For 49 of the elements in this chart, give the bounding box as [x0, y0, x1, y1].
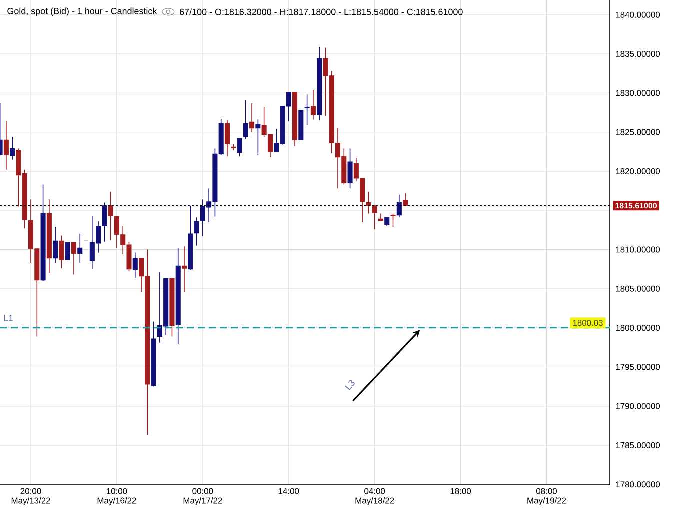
y-tick-label: 1780.00000: [616, 482, 660, 488]
candlestick: [224, 120, 230, 157]
candlestick: [78, 234, 83, 264]
candlestick: [250, 102, 255, 133]
x-tick-label: 00:00 May/17/22: [184, 488, 222, 506]
candlestick: [4, 120, 9, 170]
y-tick-label: 1800.00000: [616, 325, 660, 332]
x-tick-label: 08:00 May/19/22: [528, 488, 566, 506]
y-tick-label: 1805.00000: [616, 286, 660, 292]
annotation: L1: [4, 315, 14, 322]
candlestick: [348, 148, 353, 190]
x-tick-label: 04:00 May/18/22: [356, 488, 394, 506]
candlestick: [53, 226, 58, 264]
x-tick-label: 20:00 May/13/22: [12, 488, 50, 506]
candlestick: [231, 144, 236, 151]
candlestick: [237, 138, 242, 157]
candlestick: [71, 242, 76, 276]
x-tick-label: 18:00: [450, 488, 472, 494]
candlestick: [390, 213, 396, 228]
y-tick-label: 1835.00000: [616, 51, 660, 58]
ref-line-label: 1800.03: [573, 320, 603, 326]
y-tick-label: 1790.00000: [616, 403, 660, 410]
y-tick-label: 1825.00000: [616, 129, 660, 136]
y-tick-label: 1785.00000: [616, 442, 660, 448]
candlestick: [132, 252, 138, 278]
candlestick: [108, 191, 114, 241]
text: 67/100 - O:1816.32000 - H:1817.18000 - L:1815.54000 - C:1815.61000: [180, 8, 463, 16]
candlestick: [378, 213, 384, 222]
candlestick: [182, 246, 188, 292]
candlestick: [65, 242, 70, 260]
candlestick: [59, 235, 64, 269]
y-tick-label: 1830.00000: [616, 90, 660, 96]
candlestick: [310, 90, 316, 120]
candlestick: [396, 194, 402, 218]
text: Gold, spot (Bid) - 1 hour - Candlestick: [8, 8, 158, 16]
candlestick: [403, 193, 408, 207]
candlestick: [243, 100, 248, 140]
y-tick-label: 1810.00000: [616, 246, 660, 253]
candlestick: [304, 94, 310, 126]
candlestick: [372, 205, 378, 230]
candlestick: [256, 119, 261, 156]
y-tick-label: 1840.00000: [616, 12, 660, 18]
candlestick: [194, 217, 200, 246]
x-tick-label: 14:00: [278, 488, 300, 494]
y-tick-label: 1820.00000: [616, 168, 660, 174]
candlestick: [10, 136, 16, 160]
y-tick-label: 1795.00000: [616, 364, 660, 370]
x-tick-label: 10:00 May/16/22: [98, 488, 136, 506]
annotation: L3: [345, 380, 355, 390]
